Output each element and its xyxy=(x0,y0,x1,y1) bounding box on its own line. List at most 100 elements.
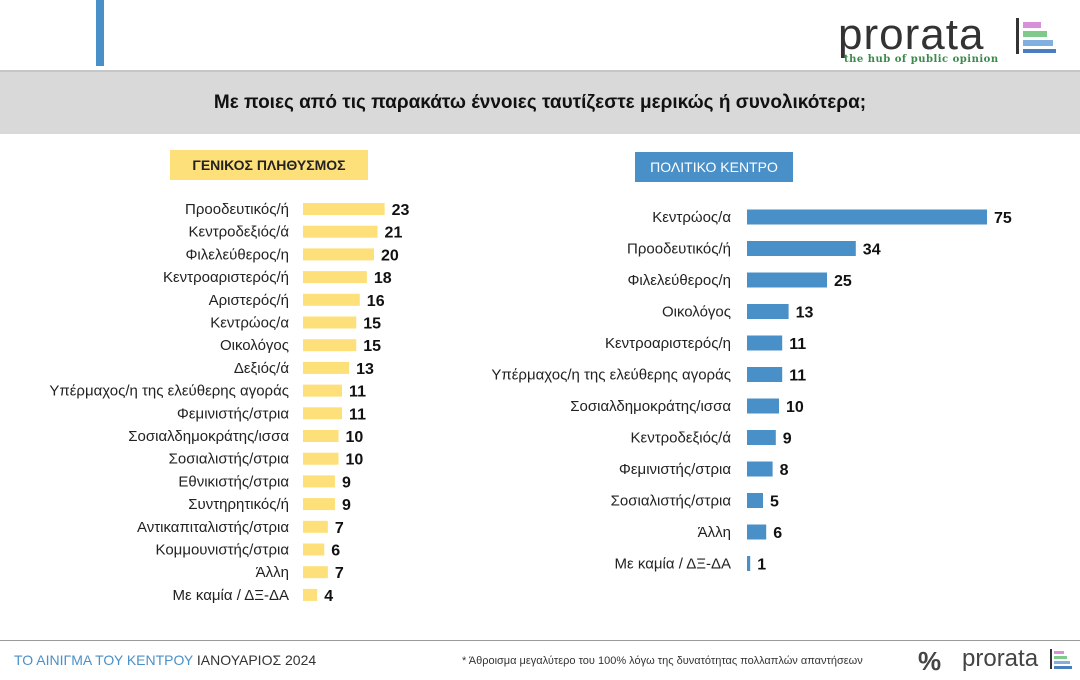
value-label: 11 xyxy=(789,368,806,385)
category-label: Φεμινιστής/στρια xyxy=(177,405,289,422)
footer-series-title: ΤΟ ΑΙΝΙΓΜΑ ΤΟΥ ΚΕΝΤΡΟΥ ΙΑΝΟΥΑΡΙΟΣ 2024 xyxy=(14,652,316,668)
value-label: 16 xyxy=(367,293,385,310)
brand-tagline: the hub of public opinion xyxy=(844,54,999,65)
category-label: Φιλελεύθερος/η xyxy=(185,246,289,263)
value-label: 11 xyxy=(349,406,366,423)
value-label: 10 xyxy=(346,452,364,469)
footer-series-name: ΤΟ ΑΙΝΙΓΜΑ ΤΟΥ ΚΕΝΤΡΟΥ xyxy=(14,652,194,668)
percent-icon: % xyxy=(918,646,942,676)
bar xyxy=(303,361,350,374)
bar xyxy=(747,209,987,225)
category-label: Οικολόγος xyxy=(662,304,731,321)
bar xyxy=(303,407,343,420)
category-label: Άλλη xyxy=(256,564,289,581)
general-population-bar-chart: Προοδευτικός/ή 23 Κεντροδεξιός/ά 21 Φιλελεύθ… xyxy=(49,201,410,605)
bar xyxy=(303,588,318,601)
bar xyxy=(747,272,827,288)
bar xyxy=(303,203,385,215)
category-label: Κεντρώος/α xyxy=(652,209,731,226)
bar xyxy=(747,524,767,540)
brand-wordmark: prorata xyxy=(838,10,985,59)
category-label: Κεντροδεξιός/ά xyxy=(189,224,290,241)
category-label: Κεντρώος/α xyxy=(210,315,289,332)
panel-label-political-center: ΠΟΛΙΤΙΚΟ ΚΕΝΤΡΟ xyxy=(635,152,793,182)
category-label: Σοσιαλδημοκράτης/ισσα xyxy=(570,398,731,415)
category-label: Οικολόγος xyxy=(220,337,289,354)
value-label: 7 xyxy=(335,520,344,537)
category-label: Προοδευτικός/ή xyxy=(185,201,289,218)
value-label: 25 xyxy=(834,273,852,290)
bar xyxy=(303,316,357,329)
bar xyxy=(303,520,328,533)
value-label: 75 xyxy=(994,210,1012,227)
value-label: 34 xyxy=(863,242,881,259)
category-label: Με καμία / ΔΞ-ΔΑ xyxy=(173,587,289,604)
value-label: 4 xyxy=(324,588,333,605)
category-label: Με καμία / ΔΞ-ΔΑ xyxy=(615,556,731,573)
value-label: 13 xyxy=(356,361,374,378)
category-label: Κεντροδεξιός/ά xyxy=(631,430,732,447)
footer-date: ΙΑΝΟΥΑΡΙΟΣ 2024 xyxy=(196,652,317,668)
bar xyxy=(303,293,360,306)
category-label: Κεντροαριστερός/η xyxy=(605,335,731,352)
value-label: 15 xyxy=(363,316,381,333)
value-label: 9 xyxy=(342,474,351,491)
category-label: Δεξιός/ά xyxy=(234,360,289,377)
bar xyxy=(303,384,343,397)
category-label: Σοσιαλιστής/στρια xyxy=(611,493,732,510)
value-label: 5 xyxy=(770,494,779,511)
category-label: Αριστερός/ή xyxy=(209,292,289,309)
value-label: 18 xyxy=(374,270,392,287)
bar xyxy=(747,430,776,445)
bar xyxy=(747,493,763,508)
value-label: 8 xyxy=(780,462,789,479)
bar xyxy=(747,335,783,351)
brand-stripes-icon xyxy=(1016,18,1056,54)
category-label: Υπέρμαχος/η της ελεύθερης αγοράς xyxy=(491,367,731,384)
bar xyxy=(303,498,335,511)
footer-stripes-icon xyxy=(1050,649,1072,669)
bar xyxy=(303,225,378,238)
value-label: 10 xyxy=(786,399,804,416)
category-label: Προοδευτικός/ή xyxy=(627,241,731,258)
question-title: Με ποιες από τις παρακάτω έννοιες ταυτίζ… xyxy=(213,92,867,113)
value-label: 6 xyxy=(331,543,340,560)
footer-logo: prorata xyxy=(962,645,1072,675)
value-label: 20 xyxy=(381,247,399,264)
category-label: Φιλελεύθερος/η xyxy=(627,272,731,289)
bar xyxy=(747,398,779,414)
value-label: 10 xyxy=(346,429,364,446)
category-label: Άλλη xyxy=(698,524,731,541)
value-label: 15 xyxy=(363,338,381,355)
footer-divider xyxy=(0,640,1080,641)
bar xyxy=(747,461,773,477)
bar xyxy=(303,248,374,261)
value-label: 9 xyxy=(342,497,351,514)
bar xyxy=(303,566,328,579)
bar xyxy=(303,430,339,442)
category-label: Φεμινιστής/στρια xyxy=(619,461,731,478)
value-label: 23 xyxy=(392,202,410,219)
category-label: Συντηρητικός/ή xyxy=(188,496,289,513)
value-label: 21 xyxy=(385,225,403,242)
value-label: 1 xyxy=(757,557,766,574)
bar xyxy=(303,543,325,556)
bar xyxy=(303,339,357,352)
bar xyxy=(303,475,335,488)
category-label: Αντικαπιταλιστής/στρια xyxy=(137,519,289,536)
category-label: Κομμουνιστής/στρια xyxy=(156,542,290,559)
political-center-bar-chart: Κεντρώος/α 75 Προοδευτικός/ή 34 Φιλελεύθερος… xyxy=(491,209,1012,574)
bar xyxy=(303,452,339,465)
footer-footnote: * Άθροισμα μεγαλύτερο του 100% λόγω της … xyxy=(462,655,863,667)
value-label: 13 xyxy=(796,305,814,322)
bar xyxy=(747,241,856,256)
header-accent-bar xyxy=(96,0,104,66)
question-band: Με ποιες από τις παρακάτω έννοιες ταυτίζ… xyxy=(0,70,1080,134)
value-label: 11 xyxy=(789,336,806,353)
category-label: Σοσιαλιστής/στρια xyxy=(169,451,290,468)
bar xyxy=(747,367,783,382)
category-label: Σοσιαλδημοκράτης/ισσα xyxy=(128,428,289,445)
category-label: Υπέρμαχος/η της ελεύθερης αγοράς xyxy=(49,383,289,400)
category-label: Εθνικιστής/στρια xyxy=(178,473,289,490)
bar xyxy=(747,556,751,571)
